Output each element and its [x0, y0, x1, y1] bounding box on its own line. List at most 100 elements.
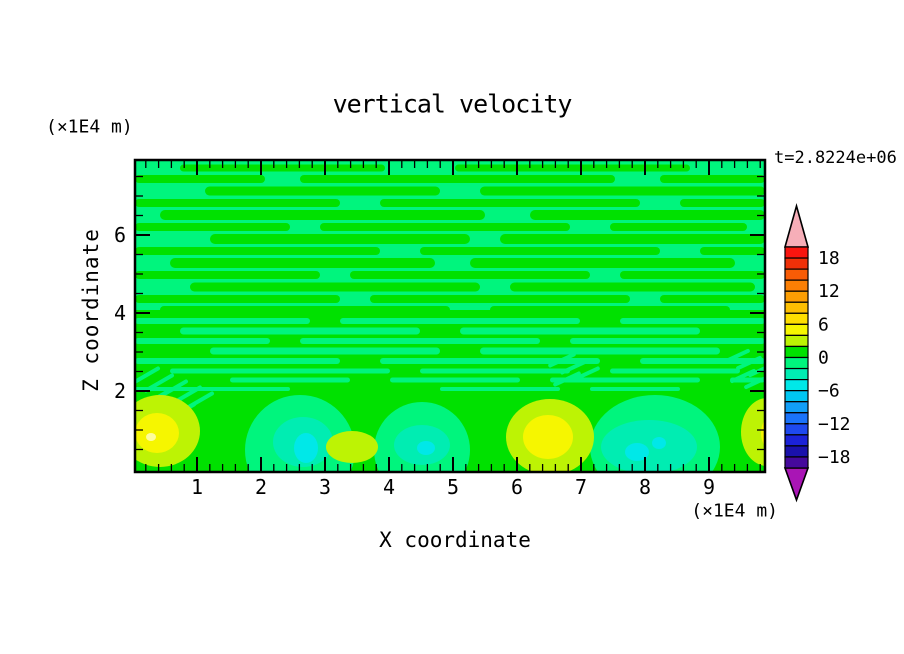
colorbar-segment: [784, 434, 809, 447]
contour-stripe: [205, 186, 440, 196]
contour-blob-ring: [326, 431, 378, 463]
x-axis-unit-label: (×1E4 m): [691, 500, 778, 522]
contour-stripe: [135, 366, 160, 386]
colorbar-segment: [784, 423, 809, 436]
contour-stripe: [135, 223, 290, 231]
colorbar-tick-label: 18: [818, 248, 840, 269]
z-axis-label: Z coordinate: [79, 228, 103, 392]
contour-blob-ring: [417, 441, 435, 455]
contour-stripe: [135, 387, 290, 391]
contour-stripe: [660, 175, 765, 183]
contour-stripe: [340, 318, 580, 324]
contour-stripe: [180, 327, 420, 335]
contour-stripe: [530, 210, 765, 220]
colorbar-segment: [784, 345, 809, 359]
colorbar-segment: [784, 323, 809, 337]
contour-stripe: [455, 164, 690, 172]
colorbar-segment: [784, 301, 809, 314]
contour-blob-ring: [135, 413, 179, 453]
contour-stripe: [135, 295, 340, 303]
contour-stripe: [160, 306, 450, 314]
contour-stripe: [170, 368, 390, 374]
contour-stripe: [380, 199, 640, 207]
contour-stripe: [590, 387, 680, 391]
contour-blob-ring: [652, 437, 666, 449]
colorbar-tick-label: 12: [818, 281, 840, 302]
contour-stripe: [135, 271, 320, 279]
colorbar-segment: [784, 312, 809, 325]
contour-stripe: [320, 223, 570, 231]
contour-stripe: [572, 366, 600, 382]
contour-stripe: [480, 186, 765, 196]
contour-stripe: [620, 271, 765, 279]
colorbar-labels: 18 12 6 0 −6 −12 −18: [818, 248, 851, 468]
contour-blob-ring: [625, 443, 649, 461]
contour-stripe: [500, 234, 765, 244]
z-tick-label: 6: [114, 223, 126, 247]
colorbar-segment: [784, 279, 809, 292]
contour-stripe: [210, 347, 440, 355]
colorbar-under-arrow: [783, 467, 810, 503]
z-axis-unit-label: (×1E4 m): [46, 116, 133, 138]
contour-field: [135, 160, 765, 472]
x-tick-label: 3: [319, 475, 331, 499]
x-tick-label: 7: [575, 475, 587, 499]
contour-stripe: [135, 247, 380, 255]
contour-stripe: [420, 247, 660, 255]
contour-stripe: [744, 374, 765, 390]
contour-stripe: [190, 282, 480, 292]
contour-stripe: [570, 338, 765, 344]
contour-stripe: [460, 327, 700, 335]
contour-stripe: [135, 199, 340, 207]
colorbar-segment: [784, 290, 809, 303]
plot-title: vertical velocity: [332, 89, 573, 119]
contour-stripe: [135, 358, 340, 364]
contour-stripe: [390, 377, 520, 383]
contour-blob-ring: [523, 415, 573, 459]
contour-stripe: [560, 359, 588, 375]
contour-stripe: [480, 347, 720, 355]
contour-stripe: [135, 338, 270, 344]
contour-stripe: [748, 362, 765, 378]
x-tick-label: 8: [639, 475, 651, 499]
colorbar-tick-label: 6: [818, 314, 829, 335]
colorbar-segment: [784, 379, 809, 392]
contour-stripe: [210, 234, 470, 244]
colorbar-tick-label: −6: [818, 381, 840, 402]
contour-stripe: [300, 338, 540, 344]
colorbar-segment: [784, 334, 809, 348]
contour-stripe: [350, 271, 590, 279]
contour-stripe: [680, 199, 765, 207]
tick-labels: 1 2 3 4 5 6 7 8 9 2 4 6: [114, 223, 715, 499]
contour-stripe: [660, 295, 765, 303]
contour-stripe: [553, 371, 581, 387]
z-tick-label: 2: [114, 379, 126, 403]
axis-ticks: [136, 161, 764, 471]
x-tick-label: 1: [191, 475, 203, 499]
contour-stripe: [736, 355, 762, 371]
plot-frame: [133, 158, 767, 474]
colorbar-tick-label: 0: [818, 348, 829, 369]
colorbar-tick-label: −12: [818, 414, 851, 435]
x-tick-label: 9: [703, 475, 715, 499]
x-tick-label: 6: [511, 475, 523, 499]
contour-stripe: [610, 223, 747, 231]
contour-stripe: [180, 164, 385, 172]
contour-stripe: [420, 368, 570, 374]
colorbar-segment: [784, 456, 809, 469]
colorbar-segment: [784, 390, 809, 403]
contour-stripe: [510, 282, 755, 292]
contour-blob-ring: [146, 433, 156, 441]
contour-stripe: [160, 210, 485, 220]
colorbar-segment: [784, 401, 809, 414]
x-tick-label: 4: [383, 475, 395, 499]
contour-stripe: [135, 175, 265, 183]
time-label: t=2.8224e+06: [774, 148, 897, 168]
contour-stripe: [144, 373, 174, 393]
colorbar: [783, 203, 810, 503]
contour-stripe: [230, 377, 350, 383]
contour-stripe: [730, 368, 756, 384]
contour-stripe: [470, 258, 735, 268]
